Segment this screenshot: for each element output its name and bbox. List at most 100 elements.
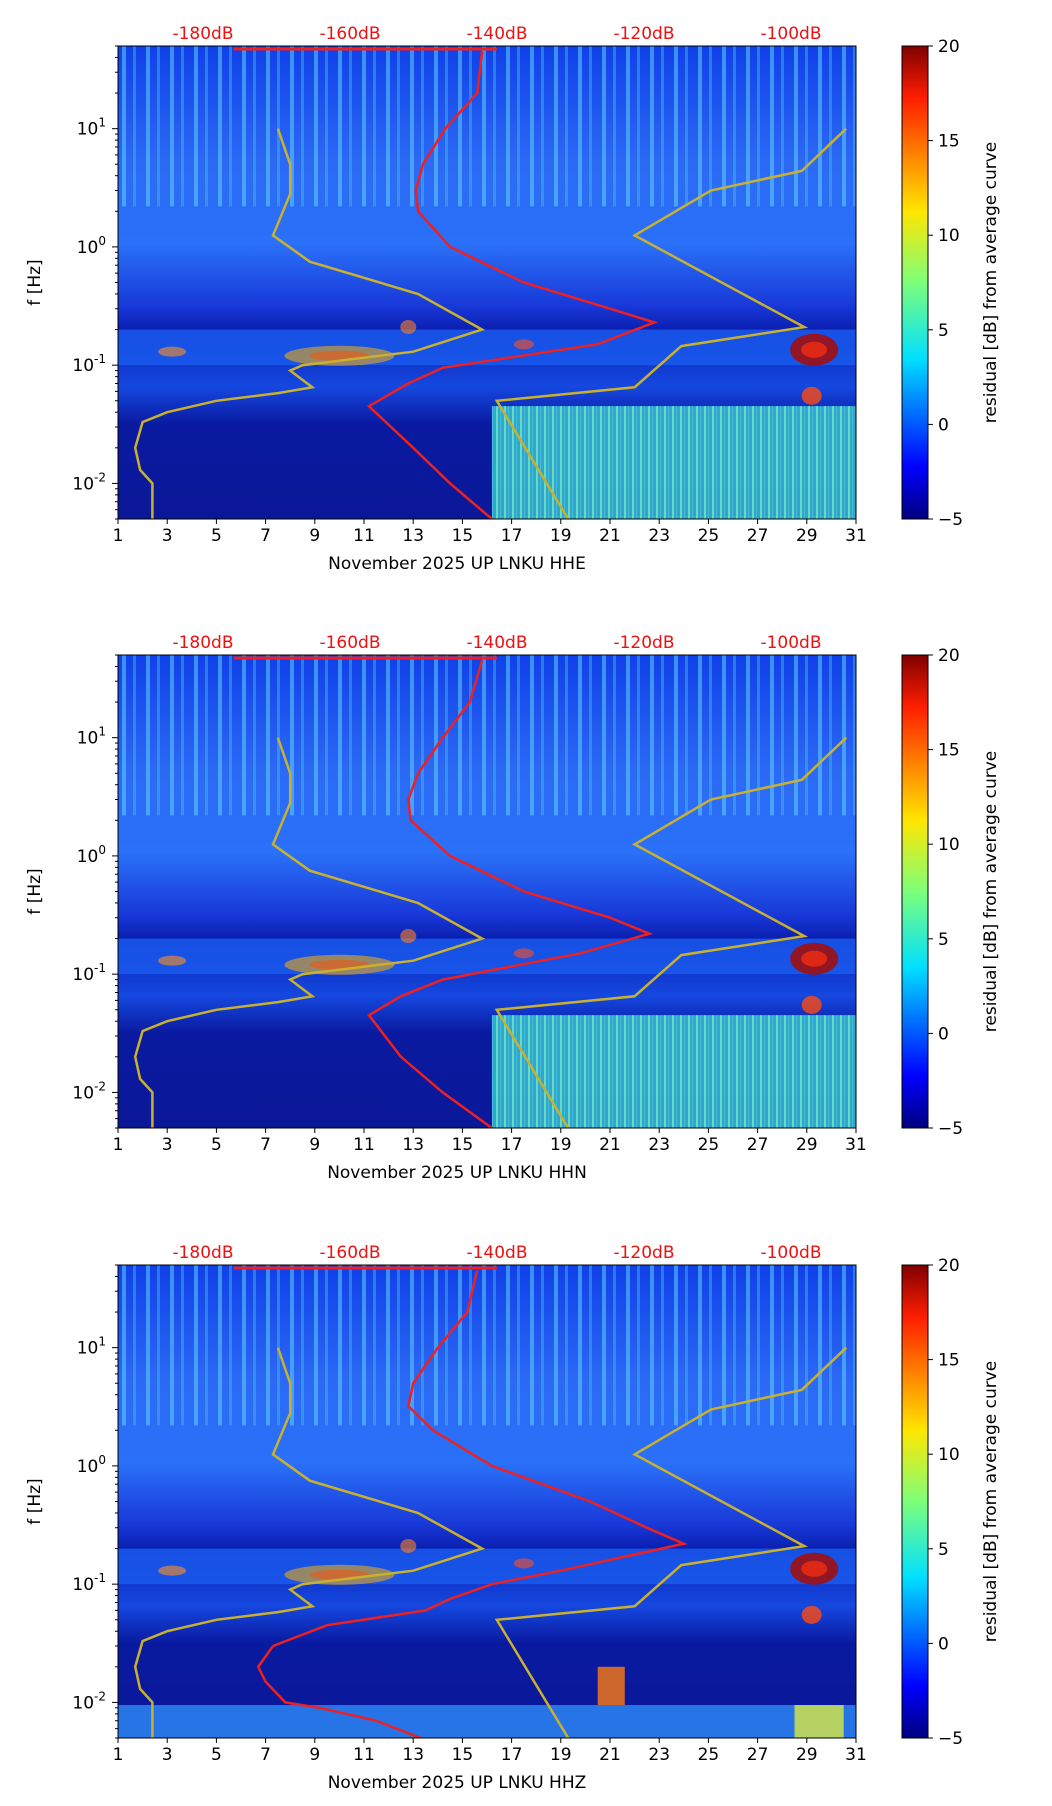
low-noise-model-curve (133, 737, 486, 1128)
x-tick-label: 19 (550, 526, 572, 546)
storm-blob-core (801, 341, 828, 358)
colorbar-tick-label: 10 (938, 226, 960, 246)
colorbar-tick-label: 0 (938, 1634, 949, 1654)
high-noise-model-curve (494, 1346, 848, 1738)
top-db-label: -140dB (466, 1243, 527, 1263)
x-tick-label: 5 (211, 526, 222, 546)
x-tick-label: 13 (402, 1135, 424, 1155)
x-tick-label: 3 (162, 1135, 173, 1155)
colorbar: −5 0 5 10 15 20 residual [dB] from average cur… (901, 37, 1001, 530)
x-tick-label: 17 (501, 1745, 523, 1765)
y-tick-label: 101 (77, 1335, 106, 1359)
spectrogram-area (118, 1265, 856, 1738)
y-axis-label: f [Hz] (25, 1478, 45, 1524)
x-tick-label: 31 (845, 526, 867, 546)
x-axis-label: November 2025 UP LNKU HHZ (328, 1773, 587, 1793)
y-tick-label: 10-1 (72, 961, 106, 985)
y-axis-label: f [Hz] (25, 259, 45, 305)
colorbar-tick-label: 20 (938, 37, 960, 57)
average-psd-curve (366, 51, 659, 519)
colorbar-tick-label: 15 (938, 132, 960, 152)
x-tick-label: 21 (599, 1745, 621, 1765)
hf-streaks (118, 1265, 856, 1426)
top-db-label: -100dB (760, 24, 821, 44)
x-axis-label: November 2025 UP LNKU HHE (328, 554, 586, 574)
y-tick-label: 101 (77, 725, 106, 749)
x-tick-label: 7 (260, 1135, 271, 1155)
colorbar-tick-label: −5 (938, 1119, 963, 1139)
spectrogram-area (118, 655, 856, 1128)
x-tick-label: 9 (309, 526, 320, 546)
top-db-label: -120dB (613, 1243, 674, 1263)
microseism-spot-mid (400, 1539, 417, 1554)
top-db-label: -120dB (613, 24, 674, 44)
colorbar-tick-label: 0 (938, 415, 949, 435)
x-tick-label: 11 (353, 1135, 375, 1155)
colorbar-tick-label: 10 (938, 835, 960, 855)
x-tick-label: 29 (796, 526, 818, 546)
panel-hhn: 1 3 5 7 9 11 13 15 17 19 21 23 25 27 29 3110-210-110010… (25, 633, 1001, 1183)
x-tick-label: 3 (162, 526, 173, 546)
colorbar-tick-label: 5 (938, 930, 949, 950)
average-psd-curve (367, 660, 654, 1128)
colorbar-tick-label: 5 (938, 321, 949, 341)
top-db-label: -160dB (319, 1243, 380, 1263)
storm-blob-core (801, 1560, 828, 1577)
x-tick-label: 11 (353, 526, 375, 546)
y-tick-label: 10-2 (72, 470, 106, 494)
top-db-label: -100dB (760, 633, 821, 653)
colorbar-tick-label: −5 (938, 510, 963, 530)
x-tick-label: 13 (402, 1745, 424, 1765)
x-tick-label: 5 (211, 1135, 222, 1155)
colorbar-gradient (901, 654, 929, 1129)
storm-blob-core (801, 950, 828, 967)
colorbar-tick-label: 15 (938, 741, 960, 761)
top-db-label: -140dB (466, 24, 527, 44)
storm-blob-low (801, 1605, 822, 1624)
top-db-label: -140dB (466, 633, 527, 653)
top-db-label: -160dB (319, 633, 380, 653)
microseism-band (118, 329, 856, 366)
x-tick-label: 25 (698, 526, 720, 546)
x-tick-label: 9 (309, 1745, 320, 1765)
lf-noise-texture (491, 406, 856, 519)
x-tick-label: 7 (260, 526, 271, 546)
spectrogram-area (118, 46, 856, 519)
x-tick-label: 13 (402, 526, 424, 546)
x-tick-label: 31 (845, 1745, 867, 1765)
x-tick-label: 31 (845, 1135, 867, 1155)
panel-hhz: 1 3 5 7 9 11 13 15 17 19 21 23 25 27 29 3110-210-110010… (25, 1243, 1001, 1793)
x-tick-label: 1 (113, 1135, 124, 1155)
x-tick-label: 3 (162, 1745, 173, 1765)
lf-noise-area (118, 1705, 856, 1738)
y-tick-label: 100 (77, 843, 106, 867)
hf-streaks (118, 46, 856, 207)
top-db-label: -120dB (613, 633, 674, 653)
colorbar-tick-label: −5 (938, 1729, 963, 1749)
lf-hotspot-29 (794, 1705, 844, 1738)
colorbar-tick-label: 20 (938, 1256, 960, 1276)
microseism-spot-mid (400, 320, 417, 335)
colorbar-tick-label: 15 (938, 1351, 960, 1371)
x-tick-label: 17 (501, 526, 523, 546)
colorbar-tick-label: 20 (938, 646, 960, 666)
x-tick-label: 1 (113, 1745, 124, 1765)
microseism-spot-early (158, 1565, 187, 1576)
microseism-spot-late (513, 1558, 534, 1569)
x-tick-label: 19 (550, 1745, 572, 1765)
y-tick-label: 10-1 (72, 352, 106, 376)
x-axis-label: November 2025 UP LNKU HHN (327, 1163, 587, 1183)
colorbar-label: residual [dB] from average curve (981, 751, 1001, 1032)
panel-hhe: 1 3 5 7 9 11 13 15 17 19 21 23 25 27 29 3110-210-110010… (25, 24, 1001, 574)
x-tick-label: 27 (747, 526, 769, 546)
low-noise-model-curve (133, 128, 486, 519)
y-tick-label: 100 (77, 1453, 106, 1477)
microseism-spot-late (513, 948, 534, 959)
colorbar-gradient (901, 1264, 929, 1739)
colorbar-tick-label: 5 (938, 1540, 949, 1560)
colorbar-tick-label: 0 (938, 1024, 949, 1044)
lf-noise-texture (491, 1015, 856, 1128)
x-tick-label: 29 (796, 1135, 818, 1155)
hf-streaks (118, 655, 856, 816)
